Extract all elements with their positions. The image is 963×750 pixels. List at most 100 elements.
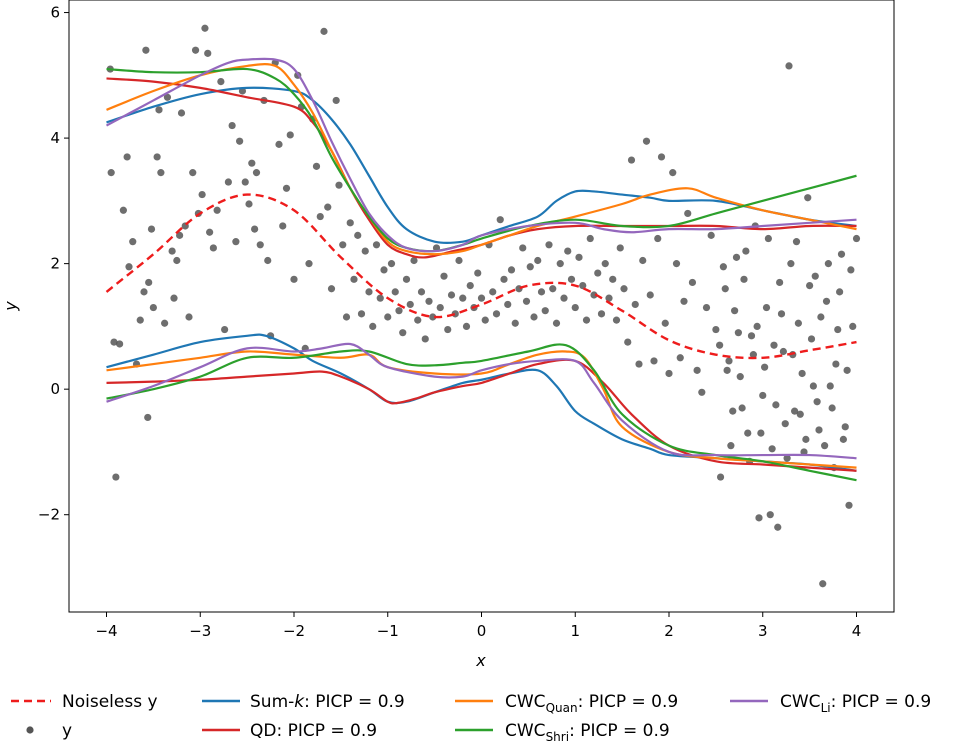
scatter-point xyxy=(639,256,647,265)
scatter-point xyxy=(372,241,381,249)
scatter-point xyxy=(399,329,407,337)
scatter-point xyxy=(792,238,801,246)
scatter-point xyxy=(406,300,414,309)
scatter-point xyxy=(221,325,229,334)
scatter-point xyxy=(421,335,429,343)
scatter-point xyxy=(556,260,564,268)
scatter-point xyxy=(669,169,677,177)
legend-y-label: y xyxy=(62,721,72,741)
scatter-point xyxy=(770,341,778,349)
scatter-point xyxy=(170,294,178,302)
scatter-point xyxy=(286,131,294,139)
scatter-point xyxy=(545,241,553,249)
scatter-point xyxy=(560,294,568,302)
scatter-point xyxy=(736,373,744,381)
scatter-point xyxy=(129,238,137,246)
x-tick-label: 0 xyxy=(477,622,487,640)
scatter-point xyxy=(776,278,784,287)
scatter-point xyxy=(646,291,654,299)
scatter-point xyxy=(444,325,452,334)
scatter-point xyxy=(766,511,774,519)
scatter-point xyxy=(209,244,217,252)
y-tick-label: 4 xyxy=(50,129,60,147)
scatter-point xyxy=(798,369,806,378)
scatter-point xyxy=(738,404,746,412)
scatter-point xyxy=(116,340,124,348)
scatter-point xyxy=(496,216,504,224)
scatter-point xyxy=(564,247,572,255)
scatter-point xyxy=(624,338,632,346)
scatter-point xyxy=(425,297,433,305)
scatter-point xyxy=(654,234,662,243)
scatter-point xyxy=(605,294,613,302)
scatter-point xyxy=(248,159,256,167)
scatter-point xyxy=(712,325,720,334)
noiseless-layer xyxy=(105,193,857,360)
scatter-point xyxy=(755,514,763,522)
scatter-point xyxy=(201,24,209,32)
scatter-point xyxy=(601,260,609,268)
series-4-upper-line xyxy=(105,57,857,253)
scatter-point xyxy=(549,285,557,293)
scatter-point xyxy=(391,288,399,296)
scatter-point xyxy=(155,106,163,114)
scatter-point xyxy=(734,329,742,337)
scatter-point xyxy=(725,357,733,365)
scatter-point xyxy=(189,169,197,177)
scatter-point xyxy=(534,256,542,265)
scatter-point xyxy=(650,357,658,365)
scatter-point xyxy=(817,313,825,321)
scatter-point xyxy=(729,407,737,415)
scatter-point xyxy=(519,244,527,252)
scatter-point xyxy=(361,247,369,255)
scatter-point xyxy=(740,275,748,283)
scatter-point xyxy=(774,523,782,531)
scatter-point xyxy=(813,398,821,406)
scatter-point xyxy=(635,360,643,368)
plot-frame xyxy=(68,0,895,613)
x-tick-label: 4 xyxy=(852,622,862,640)
scatter-point xyxy=(847,266,855,274)
scatter-point xyxy=(716,473,725,481)
scatter-point xyxy=(821,442,829,450)
scatter-point xyxy=(800,448,808,456)
scatter-point xyxy=(217,78,225,86)
scatter-point xyxy=(429,313,437,321)
scatter-point xyxy=(481,316,489,324)
scatter-point xyxy=(455,256,463,265)
scatter-point xyxy=(802,435,810,443)
series-0-lower-line xyxy=(106,333,857,472)
scatter-point xyxy=(232,238,240,246)
scatter-point xyxy=(346,219,354,227)
scatter-point xyxy=(811,272,819,280)
scatter-point xyxy=(777,310,786,318)
scatter-point xyxy=(707,231,715,239)
series-3-lower-line xyxy=(106,343,857,482)
scatter-point xyxy=(459,294,467,302)
scatter-point xyxy=(590,291,598,299)
scatter-point xyxy=(832,360,840,368)
scatter-point xyxy=(787,260,795,268)
scatter-point xyxy=(140,288,148,296)
x-ticks: −4 −3 −2 −1 0 1 2 3 4 xyxy=(95,612,861,640)
scatter-point xyxy=(849,322,857,330)
scatter-point xyxy=(806,282,814,290)
scatter-point xyxy=(206,228,214,236)
y-tick-label: 2 xyxy=(50,255,60,273)
legend-series-3-label: CWCShri: PICP = 0.9 xyxy=(505,721,670,744)
scatter-point xyxy=(526,263,534,271)
scatter-point xyxy=(275,140,283,148)
scatter-point xyxy=(290,275,298,283)
scatter-point xyxy=(145,278,153,287)
scatter-point xyxy=(477,294,486,302)
scatter-point xyxy=(157,169,165,177)
scatter-point xyxy=(440,272,448,280)
scatter-point xyxy=(836,288,844,296)
y-tick-label: 6 xyxy=(50,4,60,22)
scatter-point xyxy=(380,266,388,274)
scatter-point xyxy=(567,275,576,283)
legend-noiseless-label: Noiseless y xyxy=(62,692,158,712)
scatter-point xyxy=(723,366,731,374)
scatter-point xyxy=(693,366,701,374)
scatter-point xyxy=(119,206,127,214)
